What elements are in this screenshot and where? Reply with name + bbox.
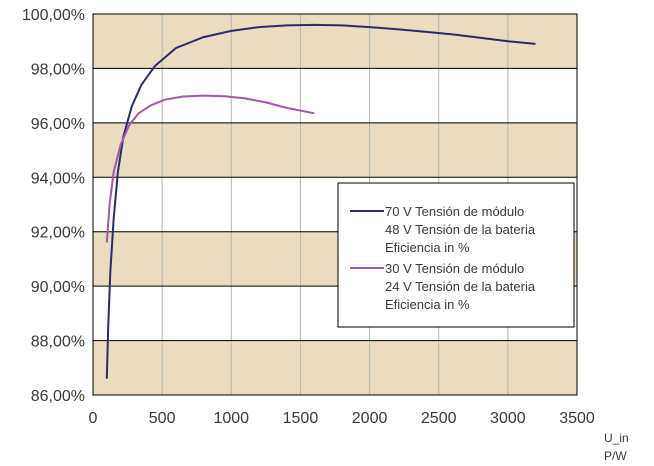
- series-layer: [105, 23, 536, 379]
- x-tick-label: 3500: [559, 410, 595, 427]
- tick-labels: 0 500 1000 1500 2000 2500 3000 3500 86,00% 88,00%…: [22, 7, 595, 427]
- y-tick-label: 100,00%: [22, 7, 85, 24]
- x-axis-unit-line-2: P/W: [604, 449, 627, 463]
- x-tick-label: 0: [89, 410, 98, 427]
- plot-band: [93, 340, 577, 395]
- plot-band: [93, 122, 577, 178]
- x-tick-label: 2000: [352, 410, 388, 427]
- series-line-2: [105, 94, 315, 243]
- y-tick-label: 86,00%: [31, 388, 85, 405]
- y-tick-label: 96,00%: [31, 116, 85, 133]
- legend-label-series-2-line-1: 30 V Tensión de módulo: [385, 261, 524, 276]
- x-tick-label: 500: [149, 410, 176, 427]
- y-tick-label: 88,00%: [31, 334, 85, 351]
- x-tick-label: 3000: [490, 410, 526, 427]
- x-tick-label: 1500: [283, 410, 319, 427]
- plot-band: [93, 14, 577, 69]
- legend-box: [337, 182, 575, 328]
- legend-label-series-1-line-1: 70 V Tensión de módulo: [385, 204, 524, 219]
- plot-frame: [92, 13, 578, 396]
- legend: 70 V Tensión de módulo 48 V Tensión de l…: [337, 182, 575, 328]
- x-tick-label: 1000: [213, 410, 249, 427]
- y-tick-label: 98,00%: [31, 61, 85, 78]
- x-axis-unit-line-1: U_in: [604, 431, 629, 445]
- y-tick-label: 92,00%: [31, 225, 85, 242]
- series-line-1: [105, 23, 536, 379]
- x-tick-label: 2500: [421, 410, 457, 427]
- legend-label-series-1-line-3: Eficiencia in %: [385, 240, 470, 255]
- y-tick-label: 90,00%: [31, 279, 85, 296]
- legend-label-series-2-line-3: Eficiencia in %: [385, 297, 470, 312]
- legend-label-series-1-line-2: 48 V Tensión de la bateria: [385, 222, 536, 237]
- y-tick-label: 94,00%: [31, 170, 85, 187]
- legend-label-series-2-line-2: 24 V Tensión de la bateria: [385, 279, 536, 294]
